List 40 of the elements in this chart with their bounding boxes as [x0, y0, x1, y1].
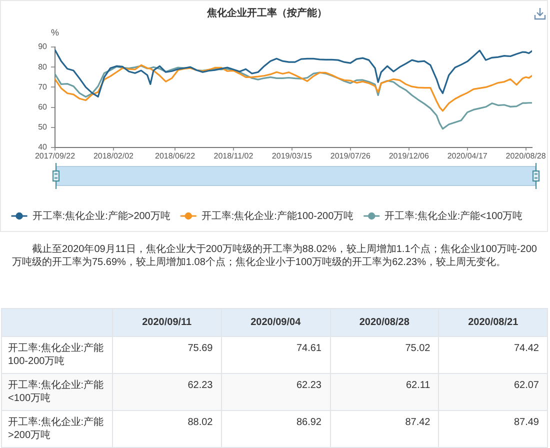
x-tick-label: 2018/06/22 [154, 152, 196, 161]
y-axis-title: % [50, 27, 60, 38]
x-tick-label: 2019/07/26 [330, 152, 371, 161]
text: 开工率:焦化企业:产能100-200万吨 [2, 336, 112, 374]
series-label: 开工率:焦化企业:产能<100万吨 [2, 374, 112, 410]
data-label: 62.11 [330, 374, 439, 410]
data-label: 75.02 [330, 336, 439, 374]
data-label: 86.92 [221, 410, 330, 448]
legend-label: 开工率:焦化企业:产能100-200万吨 [201, 210, 354, 222]
data-label: 87.42 [330, 410, 439, 448]
y-tick-label: 40 [38, 142, 48, 152]
x-tick-label: 2018/02/02 [93, 152, 134, 161]
data-label: 88.02 [112, 410, 222, 448]
y-tick-label: 60 [38, 102, 48, 112]
y-tick-label: 80 [38, 62, 48, 72]
data-label: 62.23 [221, 374, 330, 410]
data-label: 62.23 [112, 374, 222, 410]
y-tick-label: 70 [38, 82, 48, 92]
category-label: 2020/09/04 [221, 308, 330, 336]
x-tick-label: 2020/08/28 [506, 152, 546, 161]
chart-title: 焦化企业开工率（按产能） [206, 6, 327, 19]
category-label: 2020/09/11 [112, 308, 222, 336]
data-label: 62.07 [438, 374, 548, 410]
data-label: 87.49 [438, 410, 548, 448]
text: 截止至2020年09月11日，焦化企业大于200万吨级的开工率为88.02%，较上周增加1.1个点；焦化企业100万吨-200万吨级的开工率为75.69%，较上周增加1.08个点；焦化企业小于100万吨级的开工率为62.23%，较上周无变化。 [12, 244, 537, 268]
x-tick-label: 2017/09/22 [34, 152, 76, 161]
data-label: 75.69 [112, 336, 222, 374]
x-tick-label: 2019/12/06 [388, 152, 430, 161]
y-tick-label: 50 [38, 122, 48, 132]
category-label: 2020/08/28 [330, 308, 439, 336]
x-tick-label: 2020/04/17 [447, 152, 488, 161]
y-tick-label: 90 [38, 42, 48, 52]
text: 开工率:焦化企业:产能>200万吨 [2, 410, 112, 448]
data-label: 74.61 [221, 336, 330, 374]
legend-label: 开工率:焦化企业:产能>200万吨 [32, 210, 170, 222]
x-tick-label: 2019/03/15 [272, 152, 313, 161]
x-tick-label: 2018/11/02 [214, 152, 254, 161]
legend-label: 开工率:焦化企业:产能<100万吨 [384, 210, 523, 222]
data-label: 74.42 [438, 336, 548, 374]
category-label: 2020/08/21 [438, 308, 548, 336]
